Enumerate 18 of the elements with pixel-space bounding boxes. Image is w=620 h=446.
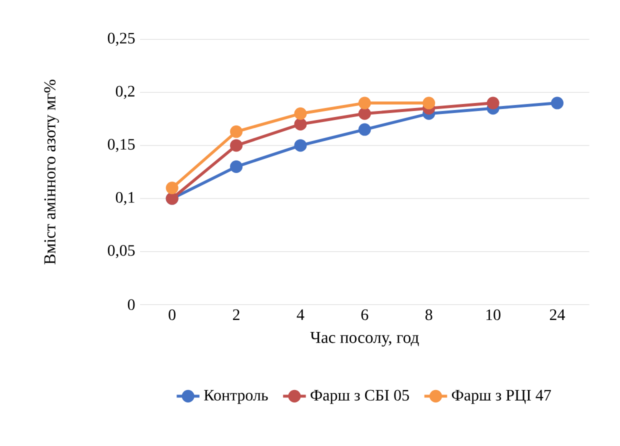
x-tick-label: 6 — [361, 309, 368, 320]
x-tick-label: 24 — [550, 309, 565, 320]
legend-label: Контроль — [204, 390, 268, 404]
y-axis-title: Вміст амінного азоту мг% — [44, 80, 59, 264]
y-tick-label: 0,05 — [108, 245, 135, 258]
legend-label: Фарш з СБІ 05 — [310, 390, 409, 404]
y-tick-label: 0 — [128, 299, 135, 310]
x-axis-title: Час посолу, год — [310, 332, 419, 347]
x-tick-label: 8 — [425, 309, 432, 320]
x-tick-label: 0 — [168, 309, 176, 320]
y-tick-label: 0,1 — [116, 192, 134, 206]
legend-label: Фарш з РЦІ 47 — [452, 390, 551, 404]
y-tick-label: 0,25 — [108, 32, 135, 46]
y-tick-label: 0,15 — [108, 138, 135, 152]
y-tick-label: 0,2 — [116, 86, 134, 99]
x-tick-label: 2 — [233, 309, 240, 320]
x-tick-label: 10 — [486, 309, 500, 320]
x-tick-label: 4 — [296, 309, 304, 320]
